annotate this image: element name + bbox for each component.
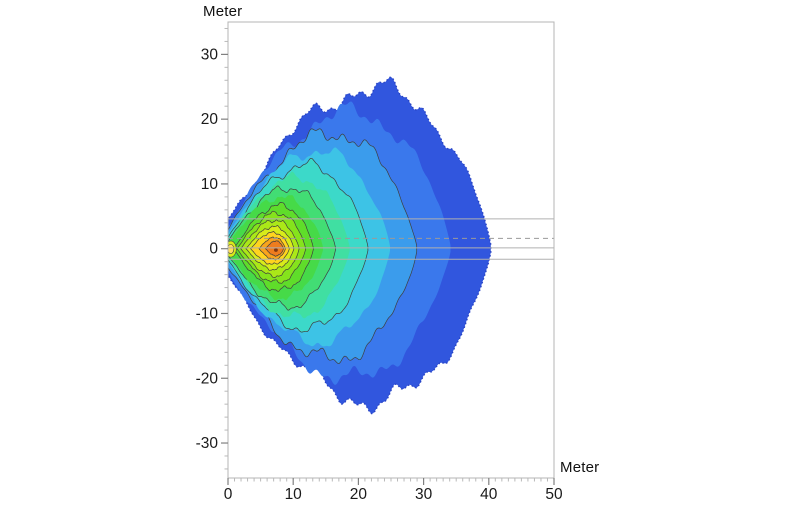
y-tick-label: -20 bbox=[196, 370, 219, 387]
y-tick-label: -30 bbox=[196, 435, 219, 452]
contour-band-level-15 bbox=[265, 240, 284, 257]
x-tick-label: 30 bbox=[415, 486, 433, 503]
secondary-source-ring-2 bbox=[228, 244, 235, 254]
x-tick-label: 40 bbox=[480, 486, 498, 503]
x-tick-label: 10 bbox=[285, 486, 303, 503]
y-tick-label: 30 bbox=[201, 46, 219, 63]
y-tick-label: 0 bbox=[209, 241, 218, 258]
x-axis-title: Meter bbox=[560, 459, 600, 476]
axis-ticks bbox=[221, 27, 555, 485]
reference-lines bbox=[228, 218, 554, 260]
y-axis-title: Meter bbox=[203, 3, 243, 20]
x-tick-label: 50 bbox=[545, 486, 563, 503]
y-tick-label: 10 bbox=[201, 176, 219, 193]
y-tick-label: 20 bbox=[201, 111, 219, 128]
y-tick-label: -10 bbox=[196, 305, 219, 322]
source-point-marker bbox=[274, 248, 278, 252]
x-tick-label: 0 bbox=[224, 486, 233, 503]
tick-labels: 0 10 20 30 40 50 30 20 10 0 -10 -20 -30 bbox=[196, 46, 563, 503]
x-tick-label: 20 bbox=[350, 486, 368, 503]
contour-bands bbox=[228, 76, 492, 415]
